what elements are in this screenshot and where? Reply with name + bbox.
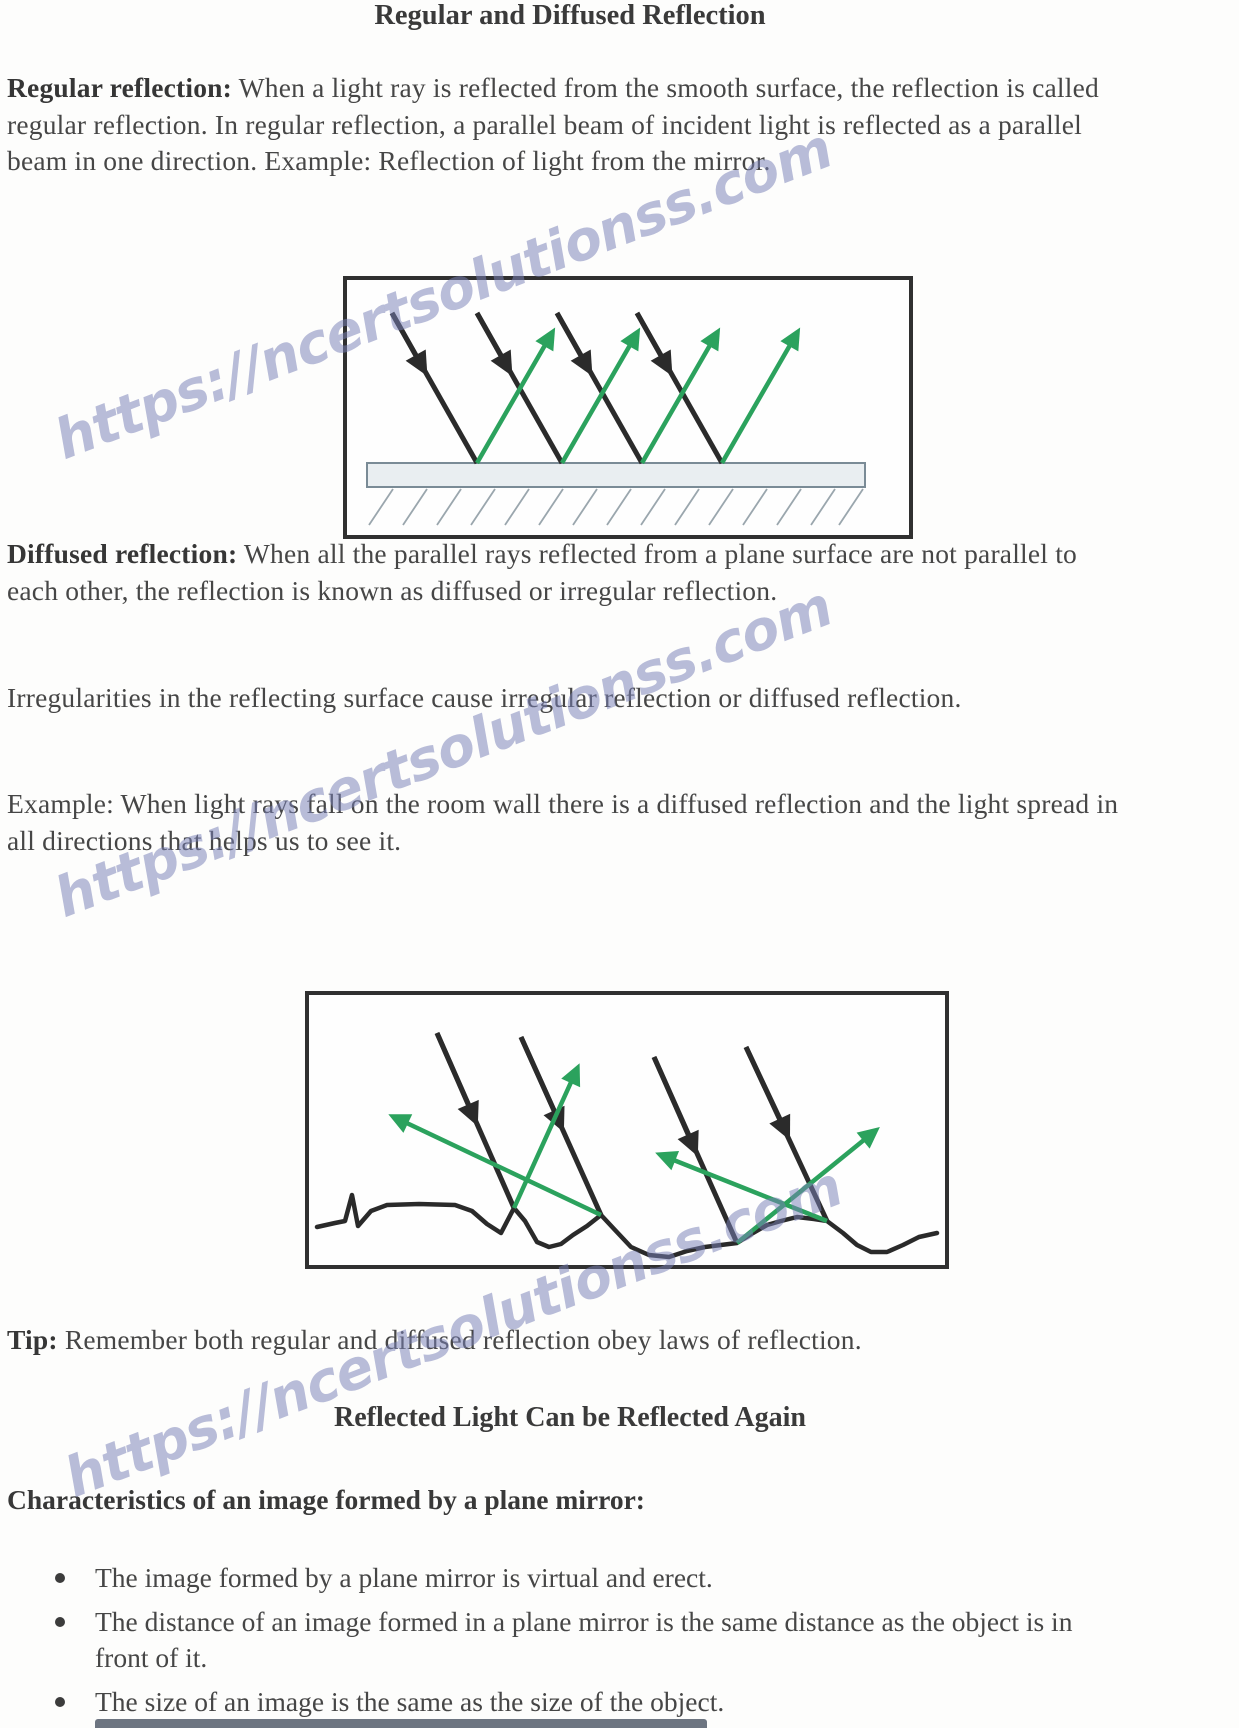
smooth-mirror-surface <box>366 462 866 488</box>
heading-characteristics: Characteristics of an image formed by a … <box>7 1484 645 1515</box>
paragraph-body: When all the parallel rays reflected fro… <box>7 538 1078 606</box>
paragraph-lead: Regular reflection: <box>7 72 233 103</box>
paragraph-regular-reflection: Regular reflection: When a light ray is … <box>7 70 1133 180</box>
heading-reflected-again: Reflected Light Can be Reflected Again <box>333 1402 807 1433</box>
paragraph-tip: Tip: Remember both regular and diffused … <box>7 1322 1133 1359</box>
list-item: The image formed by a plane mirror is vi… <box>7 1560 1097 1597</box>
paragraph-diffused-reflection: Diffused reflection: When all the parall… <box>7 536 1133 609</box>
paragraph-body: Remember both regular and diffused refle… <box>64 1324 862 1355</box>
reflected-rays <box>475 327 801 465</box>
diffused-reflection-drawing <box>314 1031 940 1260</box>
page-title: Regular and Diffused Reflection <box>374 0 766 31</box>
rough-surface <box>314 1192 940 1260</box>
list-item-text: The size of an image is the same as the … <box>95 1685 725 1717</box>
regular-reflection-drawing <box>366 311 866 526</box>
regular-reflection-figure <box>343 276 913 539</box>
scattered-reflected-rays <box>388 1063 880 1245</box>
cut-off-table-edge <box>95 1719 707 1728</box>
incident-rays <box>389 311 725 465</box>
paragraph-irregularities: Irregularities in the reflecting surface… <box>7 680 1133 717</box>
paragraph-example: Example: When light rays fall on the roo… <box>7 786 1133 859</box>
diffused-reflection-figure <box>305 991 949 1269</box>
list-item: The distance of an image formed in a pla… <box>7 1604 1097 1677</box>
characteristics-list: The image formed by a plane mirror is vi… <box>7 1560 1097 1727</box>
surface-hatching <box>368 488 864 526</box>
bullet-icon <box>55 1573 65 1583</box>
incident-rays <box>434 1031 830 1245</box>
paragraph-lead: Diffused reflection: <box>7 538 238 569</box>
list-item-text: The distance of an image formed in a pla… <box>95 1605 1073 1674</box>
paragraph-lead: Tip: <box>7 1324 58 1355</box>
paragraph-body: Irregularities in the reflecting surface… <box>7 682 962 713</box>
bullet-icon <box>55 1696 65 1707</box>
list-item: The size of an image is the same as the … <box>7 1684 1097 1721</box>
paragraph-body: When a light ray is reflected from the s… <box>7 72 1099 176</box>
watermark-text: https://ncertsolutionss.com <box>45 574 841 930</box>
bullet-icon <box>55 1616 65 1627</box>
paragraph-body: Example: When light rays fall on the roo… <box>7 788 1119 856</box>
list-item-text: The image formed by a plane mirror is vi… <box>95 1562 713 1593</box>
